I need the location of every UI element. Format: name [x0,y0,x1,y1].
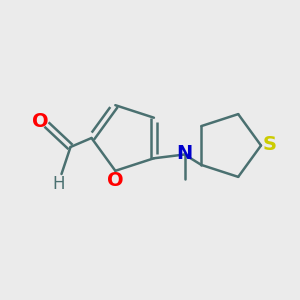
Text: O: O [107,171,124,190]
Text: H: H [53,175,65,193]
Text: S: S [262,134,276,154]
Text: O: O [32,112,48,131]
Text: N: N [176,144,193,164]
